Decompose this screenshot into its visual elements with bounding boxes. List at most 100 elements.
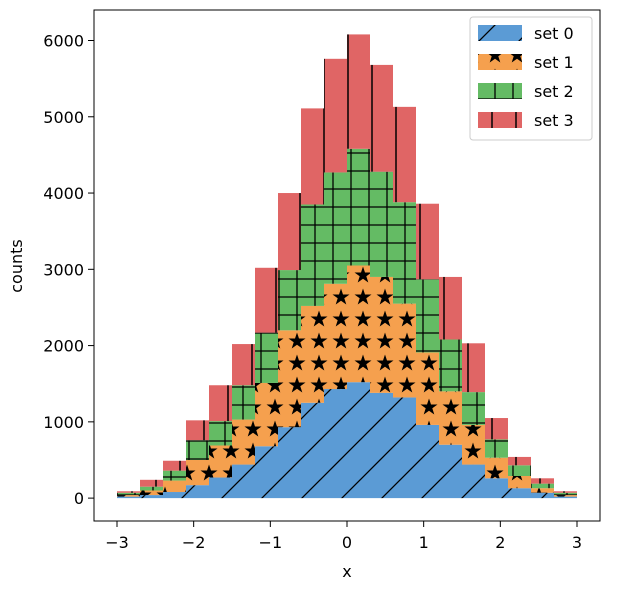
bar-set-3-bin-17 [508, 456, 531, 466]
x-tick-label: 0 [342, 533, 352, 552]
bar-set-1-bin-0 [117, 495, 140, 497]
bar-set-0-bin-12 [393, 397, 416, 499]
legend-items: set 0 set 1 set 2 set 3 [478, 24, 574, 130]
bar-set-1-bin-10 [347, 265, 370, 383]
bar-set-0-bin-5 [232, 464, 255, 499]
bar-set-2-bin-12 [393, 202, 416, 304]
legend: set 0 set 1 set 2 set 3 [469, 16, 593, 141]
y-tick-label: 6000 [43, 32, 84, 51]
legend-label: set 1 [534, 53, 574, 72]
bar-set-3-bin-3 [186, 420, 209, 441]
bar-set-2-bin-9 [324, 172, 347, 284]
bar-set-0-bin-11 [370, 392, 393, 499]
bar-set-0-bin-15 [462, 464, 485, 499]
bar-set-3-bin-10 [347, 34, 370, 149]
bar-set-3-bin-14 [439, 276, 462, 340]
bar-set-0-bin-3 [186, 485, 209, 499]
bar-set-3-bin-5 [232, 344, 255, 386]
bar-set-0-bin-1 [140, 495, 163, 499]
bar-set-0-bin-6 [255, 446, 278, 499]
y-axis-ticks: 0 1000 2000 3000 4000 5000 6000 [43, 32, 94, 508]
y-tick-label: 1000 [43, 413, 84, 432]
bar-set-2-bin-11 [370, 171, 393, 277]
bar-set-2-bin-17 [508, 465, 531, 476]
bar-set-1-bin-1 [140, 490, 163, 496]
bar-set-3-bin-0 [117, 491, 140, 493]
bar-set-2-bin-10 [347, 148, 370, 266]
bar-set-1-bin-8 [301, 305, 324, 403]
bar-set-3-bin-19 [554, 491, 577, 493]
bar-set-2-bin-0 [117, 492, 140, 496]
bar-set-0-bin-4 [209, 477, 232, 499]
bar-set-1-bin-9 [324, 283, 347, 390]
y-tick-label: 0 [74, 489, 84, 508]
bar-set-2-bin-15 [462, 392, 485, 425]
legend-label: set 2 [534, 82, 574, 101]
x-axis-label: x [342, 562, 351, 581]
bar-set-1-bin-11 [370, 276, 393, 393]
bar-set-3-bin-8 [301, 108, 324, 205]
bar-set-3-bin-4 [209, 385, 232, 422]
bar-set-2-bin-6 [255, 332, 278, 383]
bar-set-3-bin-7 [278, 193, 301, 271]
y-tick-label: 2000 [43, 337, 84, 356]
x-tick-label: 3 [572, 533, 582, 552]
bar-set-0-bin-2 [163, 492, 186, 499]
x-tick-label: −1 [259, 533, 283, 552]
x-axis-ticks: −3 −2 −1 0 1 2 3 [105, 521, 582, 552]
bar-set-1-bin-13 [416, 352, 439, 425]
bar-set-1-bin-19 [554, 495, 577, 497]
bar-set-2-bin-4 [209, 421, 232, 446]
bar-set-3-bin-15 [462, 343, 485, 393]
bar-set-1-bin-6 [255, 382, 278, 447]
bar-set-3-bin-2 [163, 460, 186, 471]
bar-set-3-bin-6 [255, 267, 278, 333]
bar-set-1-bin-16 [485, 457, 508, 479]
legend-swatch-set-1 [478, 54, 522, 70]
bar-set-0-bin-9 [324, 389, 347, 499]
bar-set-3-bin-13 [416, 203, 439, 280]
bars-layer [117, 34, 577, 499]
bar-set-2-bin-19 [554, 492, 577, 496]
bar-set-2-bin-7 [278, 270, 301, 331]
bar-set-1-bin-17 [508, 476, 531, 489]
bar-set-1-bin-5 [232, 419, 255, 465]
bar-set-2-bin-1 [140, 486, 163, 491]
x-tick-label: 2 [495, 533, 505, 552]
y-axis-label: counts [7, 239, 26, 292]
bar-set-1-bin-12 [393, 303, 416, 398]
x-tick-label: −3 [105, 533, 129, 552]
legend-label: set 3 [534, 111, 574, 130]
bar-set-1-bin-4 [209, 445, 232, 478]
y-tick-label: 3000 [43, 260, 84, 279]
x-tick-label: −2 [182, 533, 206, 552]
bar-set-2-bin-5 [232, 385, 255, 420]
legend-swatch-set-3 [478, 112, 522, 128]
bar-set-0-bin-16 [485, 478, 508, 499]
bar-set-3-bin-16 [485, 418, 508, 440]
bar-set-0-bin-19 [554, 496, 577, 499]
bar-set-1-bin-7 [278, 330, 301, 428]
bar-set-3-bin-1 [140, 479, 163, 487]
bar-set-2-bin-2 [163, 470, 186, 481]
legend-swatch-set-0 [478, 25, 522, 41]
x-tick-label: 1 [419, 533, 429, 552]
bar-set-0-bin-17 [508, 488, 531, 499]
bar-set-1-bin-15 [462, 424, 485, 465]
bar-set-1-bin-18 [531, 488, 554, 493]
bar-set-3-bin-11 [370, 64, 393, 172]
bar-set-1-bin-14 [439, 391, 462, 445]
bar-set-0-bin-14 [439, 444, 462, 499]
legend-frame [469, 16, 593, 141]
bar-set-2-bin-14 [439, 339, 462, 392]
bar-set-3-bin-9 [324, 58, 347, 173]
bar-set-2-bin-13 [416, 279, 439, 353]
bar-set-0-bin-8 [301, 402, 324, 499]
y-tick-label: 5000 [43, 108, 84, 127]
legend-swatch-set-2 [478, 83, 522, 99]
bar-set-3-bin-12 [393, 106, 416, 203]
legend-label: set 0 [534, 24, 574, 43]
bar-set-0-bin-7 [278, 427, 301, 499]
bar-set-2-bin-16 [485, 439, 508, 458]
